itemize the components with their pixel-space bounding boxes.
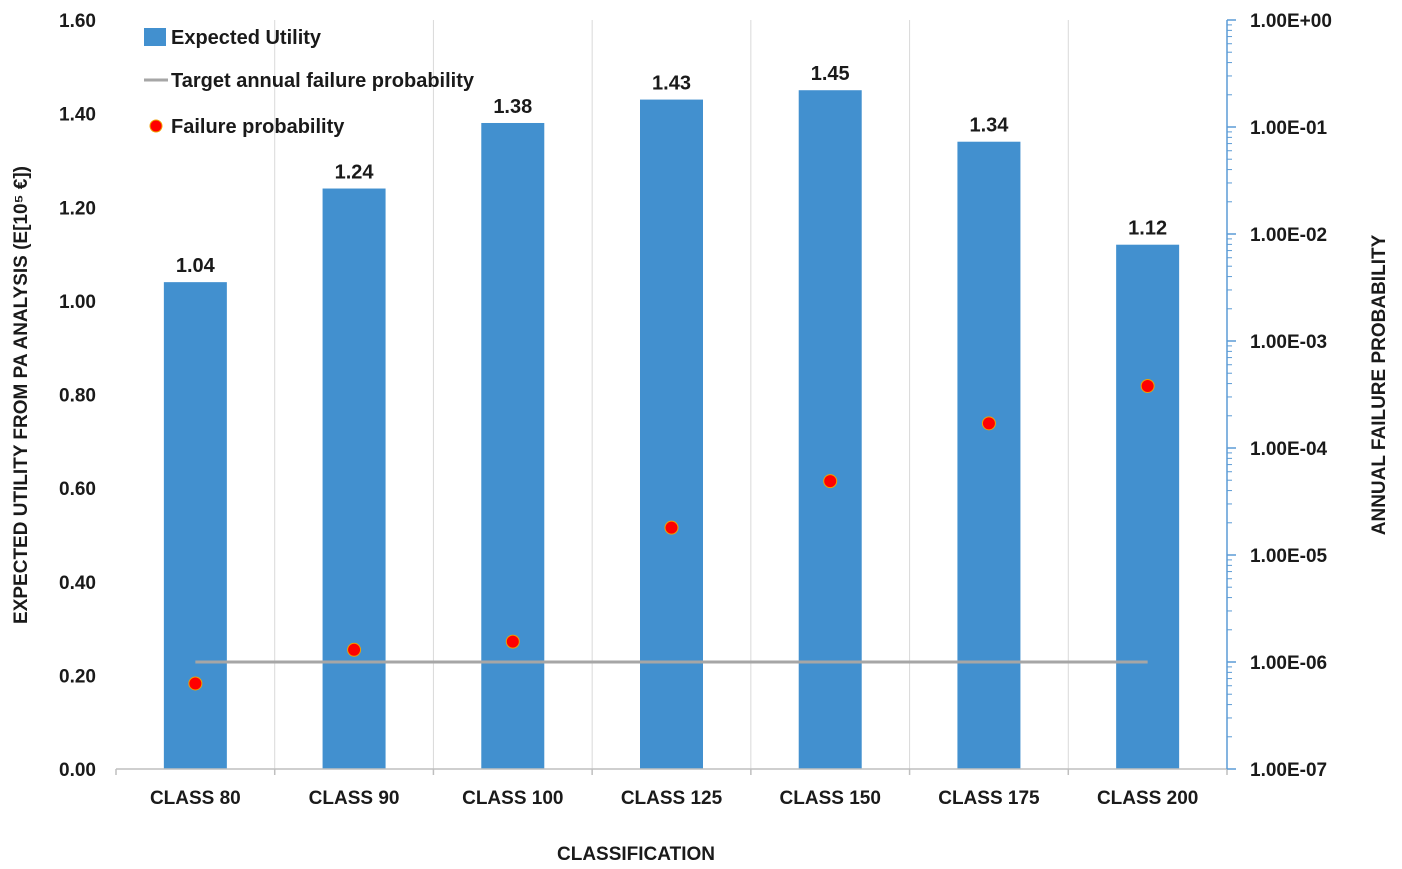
left-tick-label: 1.20 (59, 198, 96, 219)
failure-probability-point (823, 474, 838, 489)
axes (115, 20, 1228, 775)
bar (798, 90, 862, 769)
x-axis-ticks: CLASS 80 CLASS 90 CLASS 100 CLASS 125 CLASS … (150, 788, 1198, 809)
legend-label-failure-probability: Failure probability (171, 116, 345, 138)
bar-value-label: 1.04 (176, 255, 216, 277)
failure-probability-point (505, 634, 520, 649)
x-tick-label: CLASS 150 (780, 788, 881, 809)
bar (163, 282, 227, 769)
bar-value-label: 1.38 (493, 96, 532, 118)
x-tick-label: CLASS 90 (309, 788, 400, 809)
left-tick-label: 0.20 (59, 666, 96, 687)
right-tick-label: 1.00E-06 (1250, 653, 1327, 674)
legend-label-expected-utility: Expected Utility (171, 27, 322, 49)
left-tick-label: 1.60 (59, 11, 96, 32)
x-axis-title: CLASSIFICATION (557, 844, 715, 864)
failure-probability-point (188, 676, 203, 691)
failure-probability-point (981, 416, 996, 431)
left-tick-label: 1.40 (59, 105, 96, 126)
bar (640, 99, 703, 770)
failure-probability-points (188, 378, 1155, 691)
bar-value-label: 1.45 (811, 63, 850, 85)
legend-swatch-failure-probability (149, 119, 163, 133)
right-axis-title: ANNUAL FAILURE PROBABILITY (1369, 234, 1390, 535)
x-tick-label: CLASS 80 (150, 788, 241, 809)
bar (481, 122, 545, 770)
left-tick-label: 0.40 (59, 573, 96, 594)
legend: Expected Utility Target annual failure p… (144, 27, 475, 138)
failure-probability-point (664, 520, 679, 535)
left-tick-label: 0.00 (59, 760, 96, 781)
right-tick-label: 1.00E-03 (1250, 332, 1327, 353)
grid-lines (274, 20, 1069, 769)
bar-value-label: 1.43 (652, 73, 691, 95)
bar-value-label: 1.24 (335, 162, 375, 184)
bar-value-label: 1.34 (969, 115, 1009, 137)
x-tick-label: CLASS 200 (1097, 788, 1198, 809)
left-axis-ticks: 0.00 0.20 0.40 0.60 0.80 1.00 1.20 1.40 1.60 (59, 11, 96, 781)
right-axis-ticks: 1.00E-07 1.00E-06 1.00E-05 1.00E-04 1.00E-03… (1227, 11, 1332, 781)
right-tick-label: 1.00E-07 (1250, 760, 1327, 781)
left-tick-label: 0.60 (59, 479, 96, 500)
bar (322, 188, 386, 769)
bar (1116, 244, 1180, 769)
failure-probability-point (347, 642, 362, 657)
bar-value-label: 1.12 (1128, 218, 1167, 240)
x-tick-label: CLASS 175 (938, 788, 1040, 809)
left-tick-label: 0.80 (59, 386, 96, 407)
x-tick-label: CLASS 125 (621, 788, 723, 809)
x-tick-label: CLASS 100 (462, 788, 563, 809)
right-tick-label: 1.00E-02 (1250, 225, 1327, 246)
right-tick-label: 1.00E-04 (1250, 439, 1328, 460)
right-tick-label: 1.00E-05 (1250, 546, 1328, 567)
right-tick-label: 1.00E-01 (1250, 118, 1328, 139)
left-tick-label: 1.00 (59, 292, 96, 313)
bar (957, 141, 1021, 769)
bar-series (163, 90, 1180, 770)
right-tick-label: 1.00E+00 (1250, 11, 1332, 32)
bar-value-labels: 1.04 1.24 1.38 1.43 1.45 1.34 1.12 (176, 63, 1167, 277)
legend-label-target-line: Target annual failure probability (171, 70, 475, 92)
failure-probability-point (1140, 378, 1155, 393)
left-axis-title: EXPECTED UTILITY FROM PA ANALYSIS (E[10⁵… (11, 166, 32, 624)
legend-swatch-expected-utility (144, 28, 166, 46)
